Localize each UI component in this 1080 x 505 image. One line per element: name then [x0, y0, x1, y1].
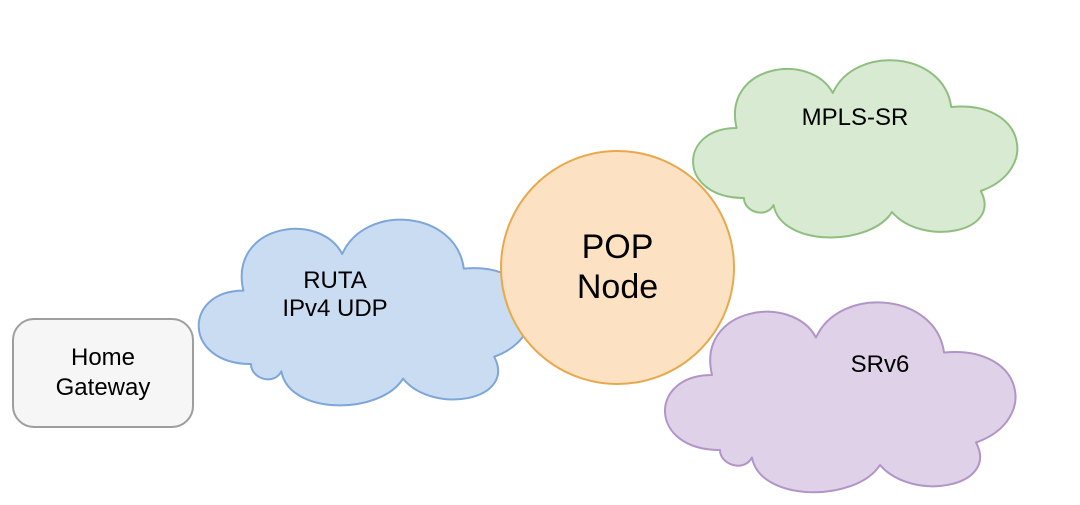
home-gateway: Home Gateway [12, 318, 194, 428]
ruta-cloud: RUTA IPv4 UDP [175, 188, 555, 408]
diagram-stage: MPLS-SRSRv6RUTA IPv4 UDPPOP NodeHome Gat… [0, 0, 1080, 505]
mpls-cloud: MPLS-SR [670, 30, 1040, 240]
pop-node: POP Node [500, 150, 735, 385]
pop-node-label: POP Node [577, 228, 658, 306]
home-gateway-label: Home Gateway [56, 343, 151, 403]
